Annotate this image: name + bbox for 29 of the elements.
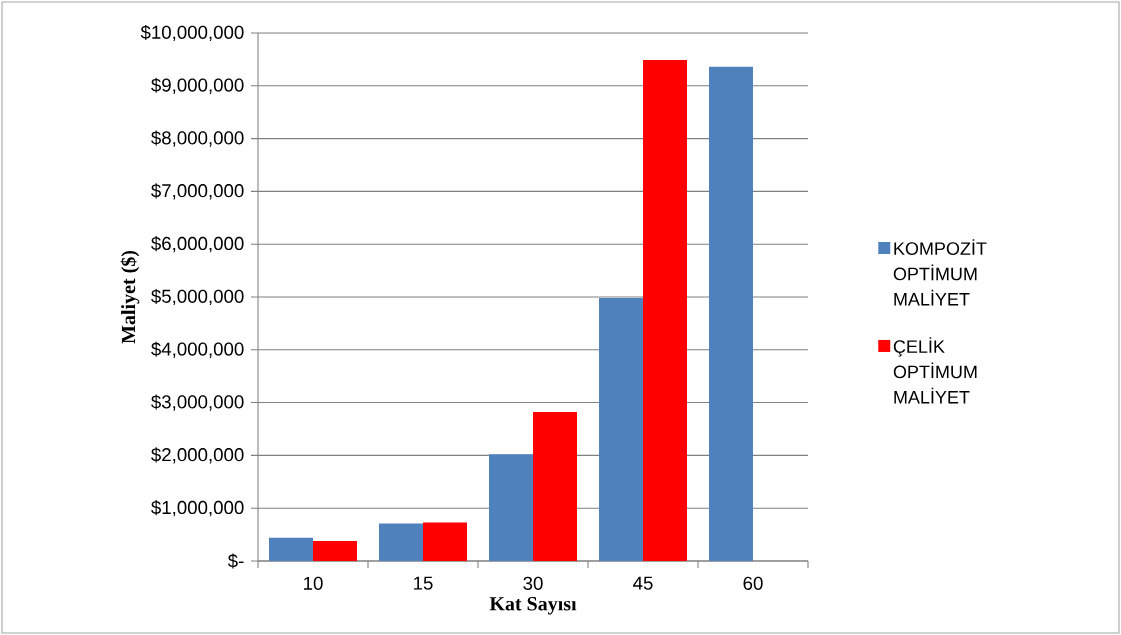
x-tick-label: 60: [743, 576, 763, 590]
y-axis-title: Maliyet ($): [120, 250, 140, 344]
bar: [269, 537, 314, 561]
y-tick-label: $6,000,000: [151, 236, 244, 253]
x-tick-label: 30: [523, 576, 543, 590]
x-axis-title: Kat Sayısı: [489, 597, 577, 615]
y-tick-label: $5,000,000: [151, 288, 244, 306]
x-tick-label: 45: [633, 576, 653, 590]
y-tick-label: $4,000,000: [151, 341, 244, 358]
y-tick-label: $2,000,000: [151, 447, 244, 464]
y-tick-label: $-: [227, 553, 244, 569]
x-tick-label: 15: [414, 576, 433, 590]
y-tick-label: $9,000,000: [151, 77, 244, 94]
bar: [423, 522, 468, 561]
y-tick-label: $7,000,000: [151, 183, 244, 200]
bar: [599, 298, 643, 561]
y-tick-label: $3,000,000: [151, 394, 244, 411]
y-tick-label: $8,000,000: [151, 130, 244, 147]
y-tick-label: $10,000,000: [140, 24, 244, 42]
legend-label: KOMPOZİT OPTİMUM MALİYET: [893, 239, 987, 306]
x-tick-label: 10: [304, 576, 323, 590]
bar: [313, 540, 357, 561]
bar: [643, 59, 687, 561]
bar: [489, 454, 533, 561]
legend-label: ÇELİK OPTİMUM MALİYET: [893, 337, 977, 404]
y-tick-label: $1,000,000: [151, 500, 244, 517]
bar: [379, 523, 423, 561]
bar: [533, 412, 577, 561]
bar: [709, 66, 753, 561]
